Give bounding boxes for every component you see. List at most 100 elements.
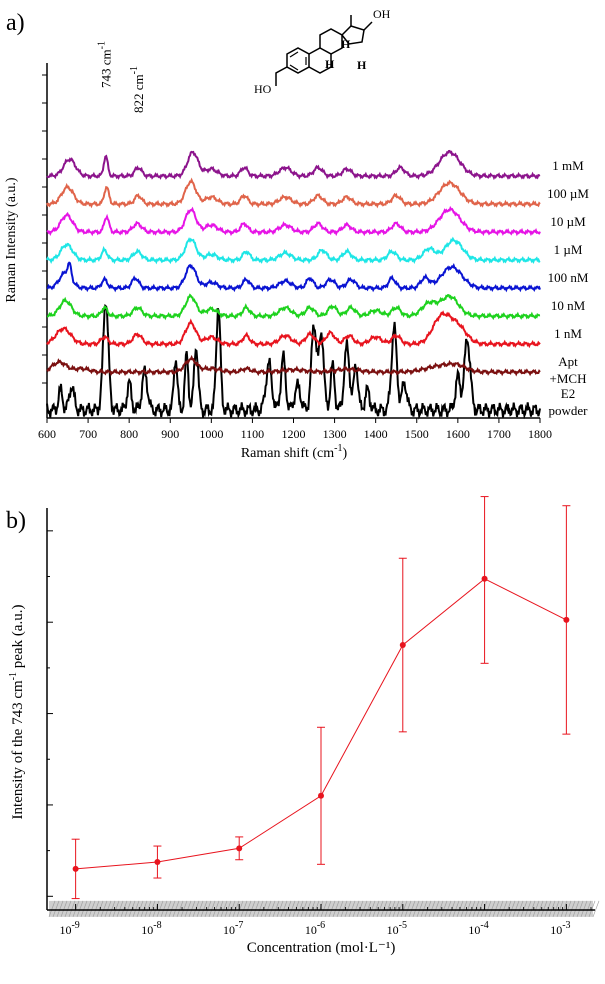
series-label: 100 nM [548,270,589,285]
baseline-hatch [572,900,580,917]
baseline-hatch [372,900,380,917]
baseline-hatch [564,900,572,917]
baseline-hatch [128,900,136,917]
spectrum-e2-powder [46,303,541,420]
spectrum-1-mm [46,149,541,181]
baseline-hatch [276,900,284,917]
baseline-hatch [240,900,248,917]
baseline-hatch [152,900,160,917]
a-x-tick-label: 1700 [487,427,511,441]
baseline-hatch [124,900,132,917]
series-label: E2 [561,386,575,401]
a-x-tick-label: 600 [38,427,56,441]
baseline-hatch [476,900,484,917]
spectrum-10-nm [46,293,541,321]
baseline-hatch [552,900,560,917]
spectrum-1-nm [46,310,541,349]
data-point [318,792,324,799]
baseline-hatch [212,900,220,917]
baseline-hatch [592,900,600,917]
a-x-tick-label: 1600 [446,427,470,441]
data-point [154,859,161,866]
baseline-hatch [116,900,124,917]
b-x-tick-label: 10-9 [59,920,79,937]
baseline-hatch [500,900,508,917]
baseline-hatch [112,900,120,917]
baseline-hatch [332,900,340,917]
baseline-hatch [144,900,152,917]
baseline-hatch [568,900,576,917]
baseline-hatch [288,900,296,917]
baseline-hatch [168,900,176,917]
series-label: 10 nM [551,298,586,313]
molecule-label-ho: HO [254,82,272,96]
b-y-axis-title: Intensity of the 743 cm-1 peak (a.u.) [8,605,26,820]
molecule-label-h1: H [341,37,351,51]
baseline-hatch [404,900,412,917]
baseline-hatch [492,900,500,917]
baseline-hatch [312,900,320,917]
baseline-hatch [340,900,348,917]
data-point [563,616,570,623]
data-point [399,642,406,649]
molecule-label-oh: OH [373,7,391,21]
baseline-hatch [540,900,548,917]
baseline-hatch [52,900,60,917]
baseline-hatch [584,900,592,917]
baseline-hatch [324,900,332,917]
baseline-hatch [104,900,112,917]
spectrum-100-m [46,177,541,209]
baseline-hatch [48,900,56,917]
baseline-hatch [80,900,88,917]
baseline-hatch [424,900,432,917]
baseline-hatch [484,900,492,917]
panel-a: a) 600 700 800 900 1000 1100 1200 1300 1400 1500 1… [4,7,589,461]
baseline-hatch [576,900,584,917]
baseline-hatch [164,900,172,917]
baseline-hatch [452,900,460,917]
spectrum-100-nm [46,261,541,293]
baseline-hatch [408,900,416,917]
baseline-hatch [252,900,260,917]
baseline-hatch [216,900,224,917]
baseline-hatch [156,900,164,917]
baseline-hatch [432,900,440,917]
a-x-tick-label: 1300 [323,427,347,441]
baseline-hatch [400,900,408,917]
baseline-hatch [336,900,344,917]
baseline-hatch [56,900,64,917]
a-x-tick-label: 1500 [405,427,429,441]
baseline-hatch [184,900,192,917]
panel-a-series-labels: E2 powder Apt +MCH 1 nM 10 nM 100 nM 1 µM 10 µM 1… [547,158,589,418]
baseline-hatch [208,900,216,917]
a-x-tick-label: 1400 [364,427,388,441]
baseline-hatch [524,900,532,917]
a-x-axis-title: Raman shift (cm-1) [241,443,348,461]
baseline-hatch [392,900,400,917]
b-x-tick-label: 10-6 [305,920,325,937]
baseline-hatch [344,900,352,917]
baseline-hatch [64,900,72,917]
baseline-hatch [328,900,336,917]
b-x-tick-label: 10-7 [223,920,243,937]
baseline-hatch [148,900,156,917]
panel-b-label: b) [6,508,26,534]
a-x-tick-label: 800 [120,427,138,441]
b-x-tick-label: 10-4 [468,920,488,937]
baseline-hatch [380,900,388,917]
baseline-hatch [516,900,524,917]
spectrum-apt-mch [46,354,541,377]
baseline-hatch [136,900,144,917]
baseline-hatch [436,900,444,917]
b-x-tick-label: 10-3 [550,920,570,937]
baseline-hatch [160,900,168,917]
a-y-axis-title: Raman Intensity (a.u.) [4,177,19,303]
baseline-hatch [92,900,100,917]
baseline-hatch [100,900,108,917]
baseline-hatch [472,900,480,917]
baseline-hatch [556,900,564,917]
panel-a-axes: 600 700 800 900 1000 1100 1200 1300 1400 1500 1600… [4,63,552,461]
b-x-tick-label: 10-5 [387,920,407,937]
baseline-hatch [440,900,448,917]
baseline-hatch [508,900,516,917]
